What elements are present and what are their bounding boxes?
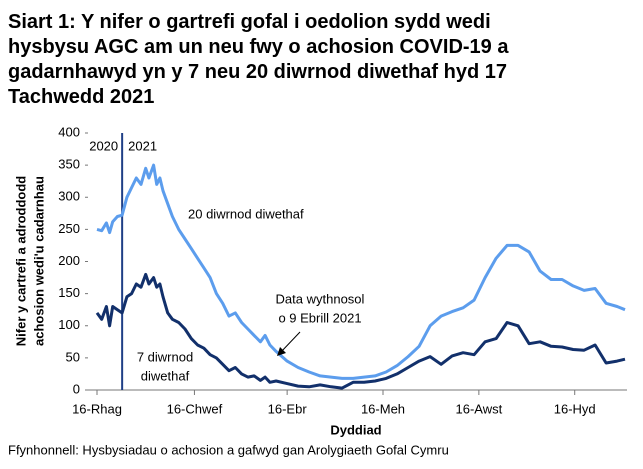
series-line [95, 272, 626, 390]
x-tick-label: 16-Chwef [167, 401, 223, 416]
x-tick-label: 16-Ebr [268, 401, 308, 416]
x-axis-title: Dyddiad [330, 422, 381, 437]
x-tick-label: 16-Awst [455, 401, 502, 416]
x-tick-label: 16-Hyd [554, 401, 596, 416]
x-tick-label: 16-Meh [361, 401, 405, 416]
x-tick-label: 16-Rhag [72, 401, 122, 416]
annotation: 7 diwrnod [137, 349, 193, 364]
y-tick-label: 150 [58, 285, 80, 300]
y-tick-label: 50 [66, 349, 80, 364]
y-tick-label: 100 [58, 317, 80, 332]
y-tick-label: 250 [58, 221, 80, 236]
year-label: 2021 [128, 138, 157, 153]
y-tick-label: 200 [58, 253, 80, 268]
annotation: 20 diwrnod diwethaf [188, 206, 304, 221]
year-label: 2020 [89, 138, 118, 153]
y-tick-label: 350 [58, 157, 80, 172]
annotation: Data wythnosol [276, 291, 365, 306]
chart-title: Tachwedd 2021 [8, 86, 154, 108]
chart-title: hysbysu AGC am un neu fwy o achosion COV… [8, 36, 509, 58]
y-tick-label: 400 [58, 124, 80, 139]
chart-title: gadarnhawyd yn y 7 neu 20 diwrnod diweth… [8, 61, 507, 83]
series-line [96, 163, 626, 380]
y-axis-title: Nifer y cartrefi a adroddodd [13, 176, 28, 347]
annotation: diwethaf [141, 368, 190, 383]
annotation-arrow [279, 331, 301, 354]
chart-title: Siart 1: Y nifer o gartrefi gofal i oedo… [8, 11, 491, 33]
annotation: o 9 Ebrill 2021 [278, 310, 361, 325]
annotation-arrowhead [277, 347, 286, 356]
y-tick-label: 300 [58, 189, 80, 204]
source: Ffynhonnell: Hysbysiadau o achosion a ga… [8, 442, 449, 457]
y-tick-label: 0 [73, 381, 80, 396]
y-axis-title: achosion wedi'u cadarnhau [31, 176, 46, 346]
